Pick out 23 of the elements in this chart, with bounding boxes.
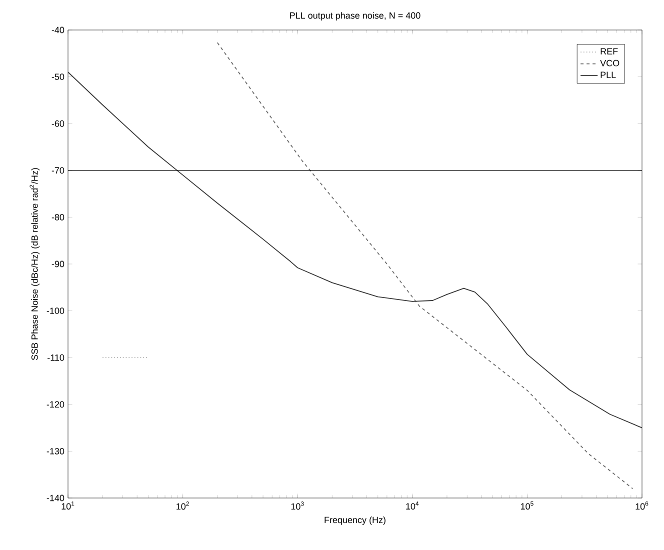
legend-label: VCO [600, 60, 620, 66]
x-tick-label: 10$^{6}$ [636, 502, 648, 510]
y-tick-label: -70 [52, 167, 64, 174]
y-tick-label: -130 [46, 448, 64, 454]
x-tick-label: 10$^{5}$ [520, 502, 534, 510]
x-axis-title: Frequency (Hz) [324, 516, 386, 525]
chart-title: PLL output phase noise, N = 400 [290, 12, 420, 20]
y-tick-label: -50 [52, 74, 64, 80]
y-tick-label: -100 [46, 308, 64, 314]
y-tick-label: -90 [52, 260, 64, 268]
y-tick-label: -120 [46, 401, 64, 408]
y-axis-title: SSB Phase Noise (dBc/Hz) (dB relative rad$^{2}$/Hz) [30, 168, 40, 360]
y-tick-label: -140 [46, 494, 64, 502]
y-tick-label: -80 [52, 214, 64, 220]
y-tick-label: -60 [52, 120, 64, 127]
legend-label: REF [600, 48, 618, 54]
y-tick-label: -40 [52, 26, 64, 34]
y-tick-label: -110 [48, 354, 64, 361]
legend-label: PLL [600, 72, 616, 78]
x-tick-label: 10$^{3}$ [291, 502, 304, 510]
x-tick-label: 10$^{1}$ [62, 502, 74, 510]
x-tick-label: 10$^{2}$ [176, 502, 189, 510]
x-tick-label: 10$^{4}$ [406, 502, 419, 510]
